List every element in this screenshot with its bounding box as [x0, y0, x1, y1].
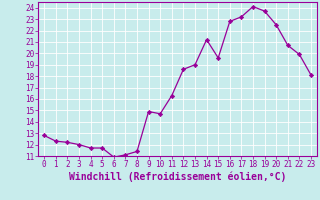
X-axis label: Windchill (Refroidissement éolien,°C): Windchill (Refroidissement éolien,°C)	[69, 172, 286, 182]
